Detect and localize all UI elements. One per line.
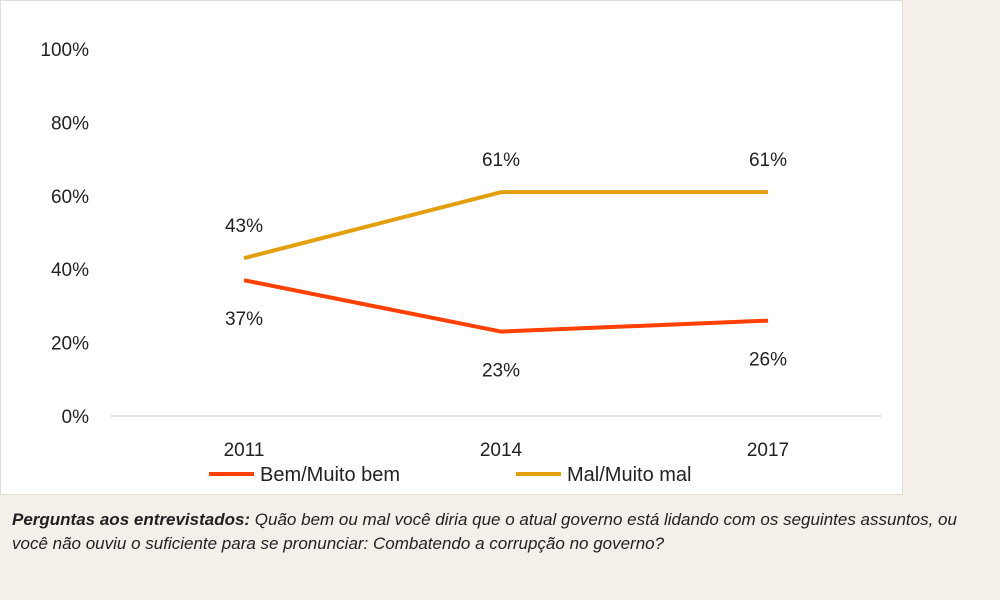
legend-label: Bem/Muito bem bbox=[260, 464, 400, 486]
question-caption: Perguntas aos entrevistados: Quão bem ou… bbox=[12, 508, 992, 556]
data-label: 37% bbox=[225, 309, 263, 330]
data-label: 61% bbox=[749, 150, 787, 171]
x-tick-label: 2014 bbox=[480, 440, 523, 461]
series-line-0 bbox=[243, 278, 769, 334]
data-label: 43% bbox=[225, 216, 263, 237]
data-label: 61% bbox=[482, 150, 520, 171]
legend-label: Mal/Muito mal bbox=[567, 464, 691, 486]
x-tick-label: 2011 bbox=[224, 440, 265, 461]
data-label: 23% bbox=[482, 361, 520, 382]
y-tick-label: 100% bbox=[40, 40, 89, 61]
chart-card: 0% 20% 40% 60% 80% 100% 2011 2014 2017 37% 23% 26% 4… bbox=[0, 0, 903, 495]
y-tick-label: 0% bbox=[62, 407, 90, 428]
data-label: 26% bbox=[749, 350, 787, 371]
caption-text: Quão bem ou mal você diria que o atual g… bbox=[12, 510, 957, 553]
y-tick-label: 80% bbox=[51, 113, 89, 134]
line-chart: 0% 20% 40% 60% 80% 100% 2011 2014 2017 37% 23% 26% 4… bbox=[40, 40, 881, 486]
y-tick-label: 20% bbox=[51, 334, 89, 355]
y-tick-label: 60% bbox=[51, 187, 89, 208]
y-tick-label: 40% bbox=[51, 260, 89, 281]
caption-lead: Perguntas aos entrevistados: bbox=[12, 510, 251, 529]
series-line-1 bbox=[243, 190, 768, 261]
x-tick-label: 2017 bbox=[747, 440, 789, 461]
